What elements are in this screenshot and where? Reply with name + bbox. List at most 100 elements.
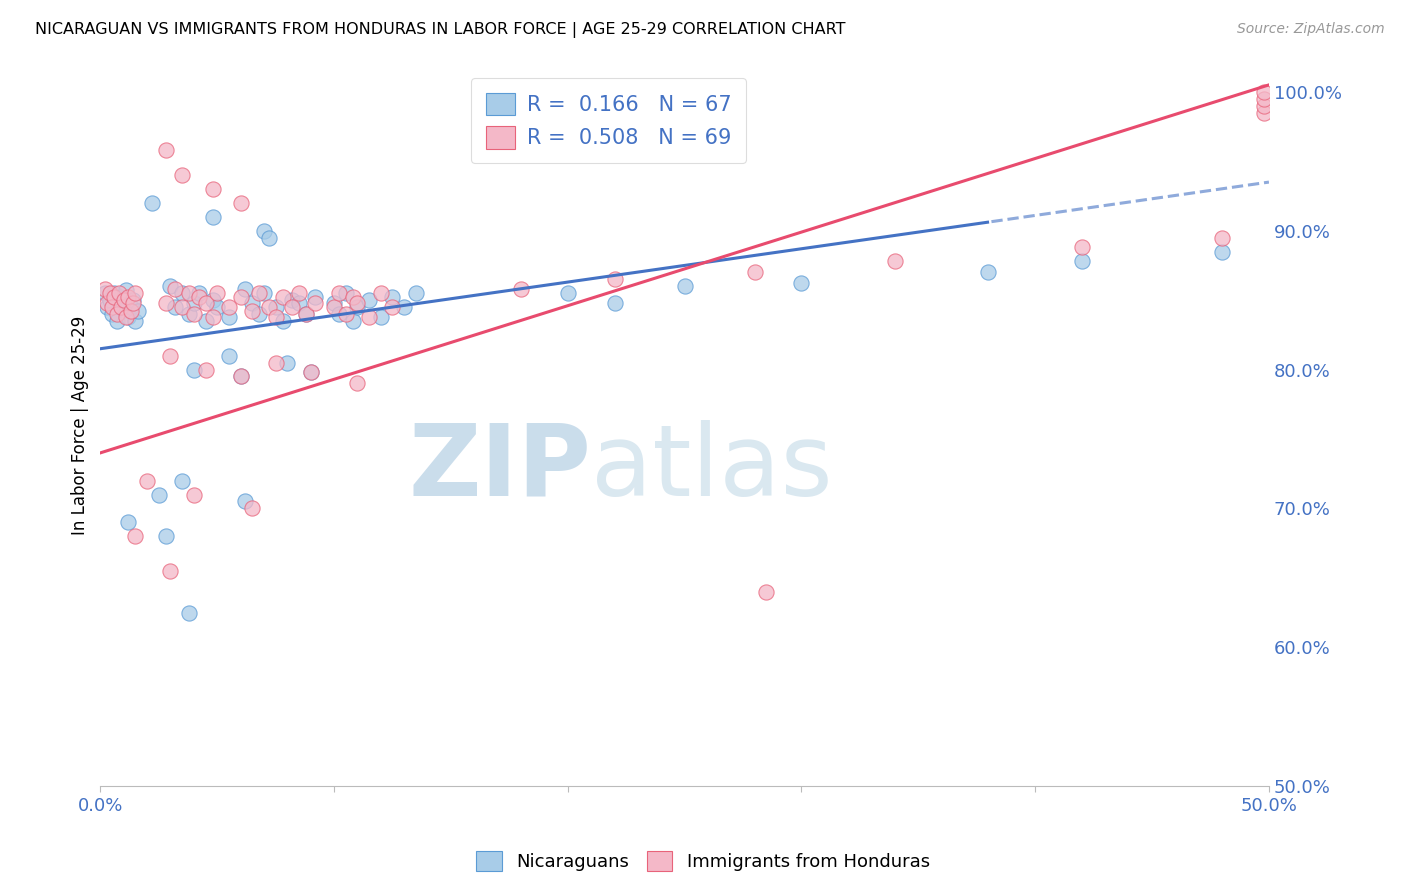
Point [205, 300, 228, 314]
Point [103, 290, 125, 304]
Point [392, 300, 415, 314]
Point [105, 314, 128, 328]
Legend: R =  0.166   N = 67, R =  0.508   N = 69: R = 0.166 N = 67, R = 0.508 N = 69 [471, 78, 747, 163]
Point [112, 293, 135, 307]
Point [673, 279, 696, 293]
Point [183, 487, 205, 501]
Point [346, 376, 368, 391]
Point [1253, 99, 1275, 113]
Point [115, 310, 138, 324]
Point [328, 307, 350, 321]
Point [342, 290, 364, 304]
Point [247, 286, 270, 301]
Point [115, 284, 138, 298]
Point [172, 300, 194, 314]
Point [323, 300, 346, 314]
Point [359, 293, 381, 307]
Point [201, 310, 224, 324]
Text: atlas: atlas [591, 420, 832, 517]
Point [755, 584, 778, 599]
Point [127, 304, 149, 318]
Point [304, 290, 326, 304]
Point [557, 286, 579, 301]
Point [884, 254, 907, 268]
Point [101, 300, 124, 314]
Point [299, 365, 322, 379]
Point [381, 290, 404, 304]
Point [304, 296, 326, 310]
Legend: Nicaraguans, Immigrants from Honduras: Nicaraguans, Immigrants from Honduras [470, 844, 936, 879]
Point [381, 300, 404, 314]
Point [1211, 230, 1233, 244]
Point [1071, 240, 1094, 254]
Point [94, 286, 117, 301]
Point [790, 277, 813, 291]
Point [172, 286, 194, 301]
Point [1253, 85, 1275, 99]
Point [264, 300, 287, 314]
Point [342, 314, 364, 328]
Point [165, 300, 187, 314]
Point [148, 487, 170, 501]
Point [1071, 254, 1094, 268]
Point [96, 300, 118, 314]
Point [271, 314, 294, 328]
Point [108, 286, 131, 301]
Point [281, 293, 304, 307]
Point [183, 296, 205, 310]
Point [155, 143, 177, 157]
Point [120, 300, 142, 314]
Point [110, 290, 132, 304]
Point [253, 224, 276, 238]
Point [117, 516, 139, 530]
Point [288, 286, 311, 301]
Point [233, 494, 256, 508]
Point [201, 182, 224, 196]
Point [370, 286, 392, 301]
Point [201, 210, 224, 224]
Point [253, 286, 276, 301]
Point [1211, 244, 1233, 259]
Point [94, 282, 117, 296]
Point [179, 606, 201, 620]
Point [299, 365, 322, 379]
Point [108, 296, 131, 310]
Point [264, 310, 287, 324]
Point [281, 300, 304, 314]
Point [346, 296, 368, 310]
Point [288, 296, 311, 310]
Y-axis label: In Labor Force | Age 25-29: In Labor Force | Age 25-29 [72, 316, 89, 534]
Point [101, 307, 124, 321]
Point [112, 302, 135, 317]
Text: Source: ZipAtlas.com: Source: ZipAtlas.com [1237, 22, 1385, 37]
Point [295, 307, 318, 321]
Point [155, 529, 177, 543]
Point [1253, 92, 1275, 106]
Point [159, 564, 181, 578]
Point [229, 369, 252, 384]
Point [117, 290, 139, 304]
Point [405, 286, 427, 301]
Point [218, 349, 240, 363]
Point [122, 293, 145, 307]
Point [124, 314, 146, 328]
Point [218, 300, 240, 314]
Point [264, 356, 287, 370]
Text: ZIP: ZIP [408, 420, 591, 517]
Point [603, 272, 626, 286]
Point [257, 230, 280, 244]
Point [120, 304, 142, 318]
Point [328, 286, 350, 301]
Point [172, 168, 194, 182]
Point [183, 307, 205, 321]
Point [229, 195, 252, 210]
Point [98, 293, 121, 307]
Point [165, 282, 187, 296]
Point [1253, 105, 1275, 120]
Point [117, 310, 139, 324]
Point [159, 279, 181, 293]
Point [271, 290, 294, 304]
Point [105, 307, 128, 321]
Point [977, 265, 1000, 279]
Point [172, 474, 194, 488]
